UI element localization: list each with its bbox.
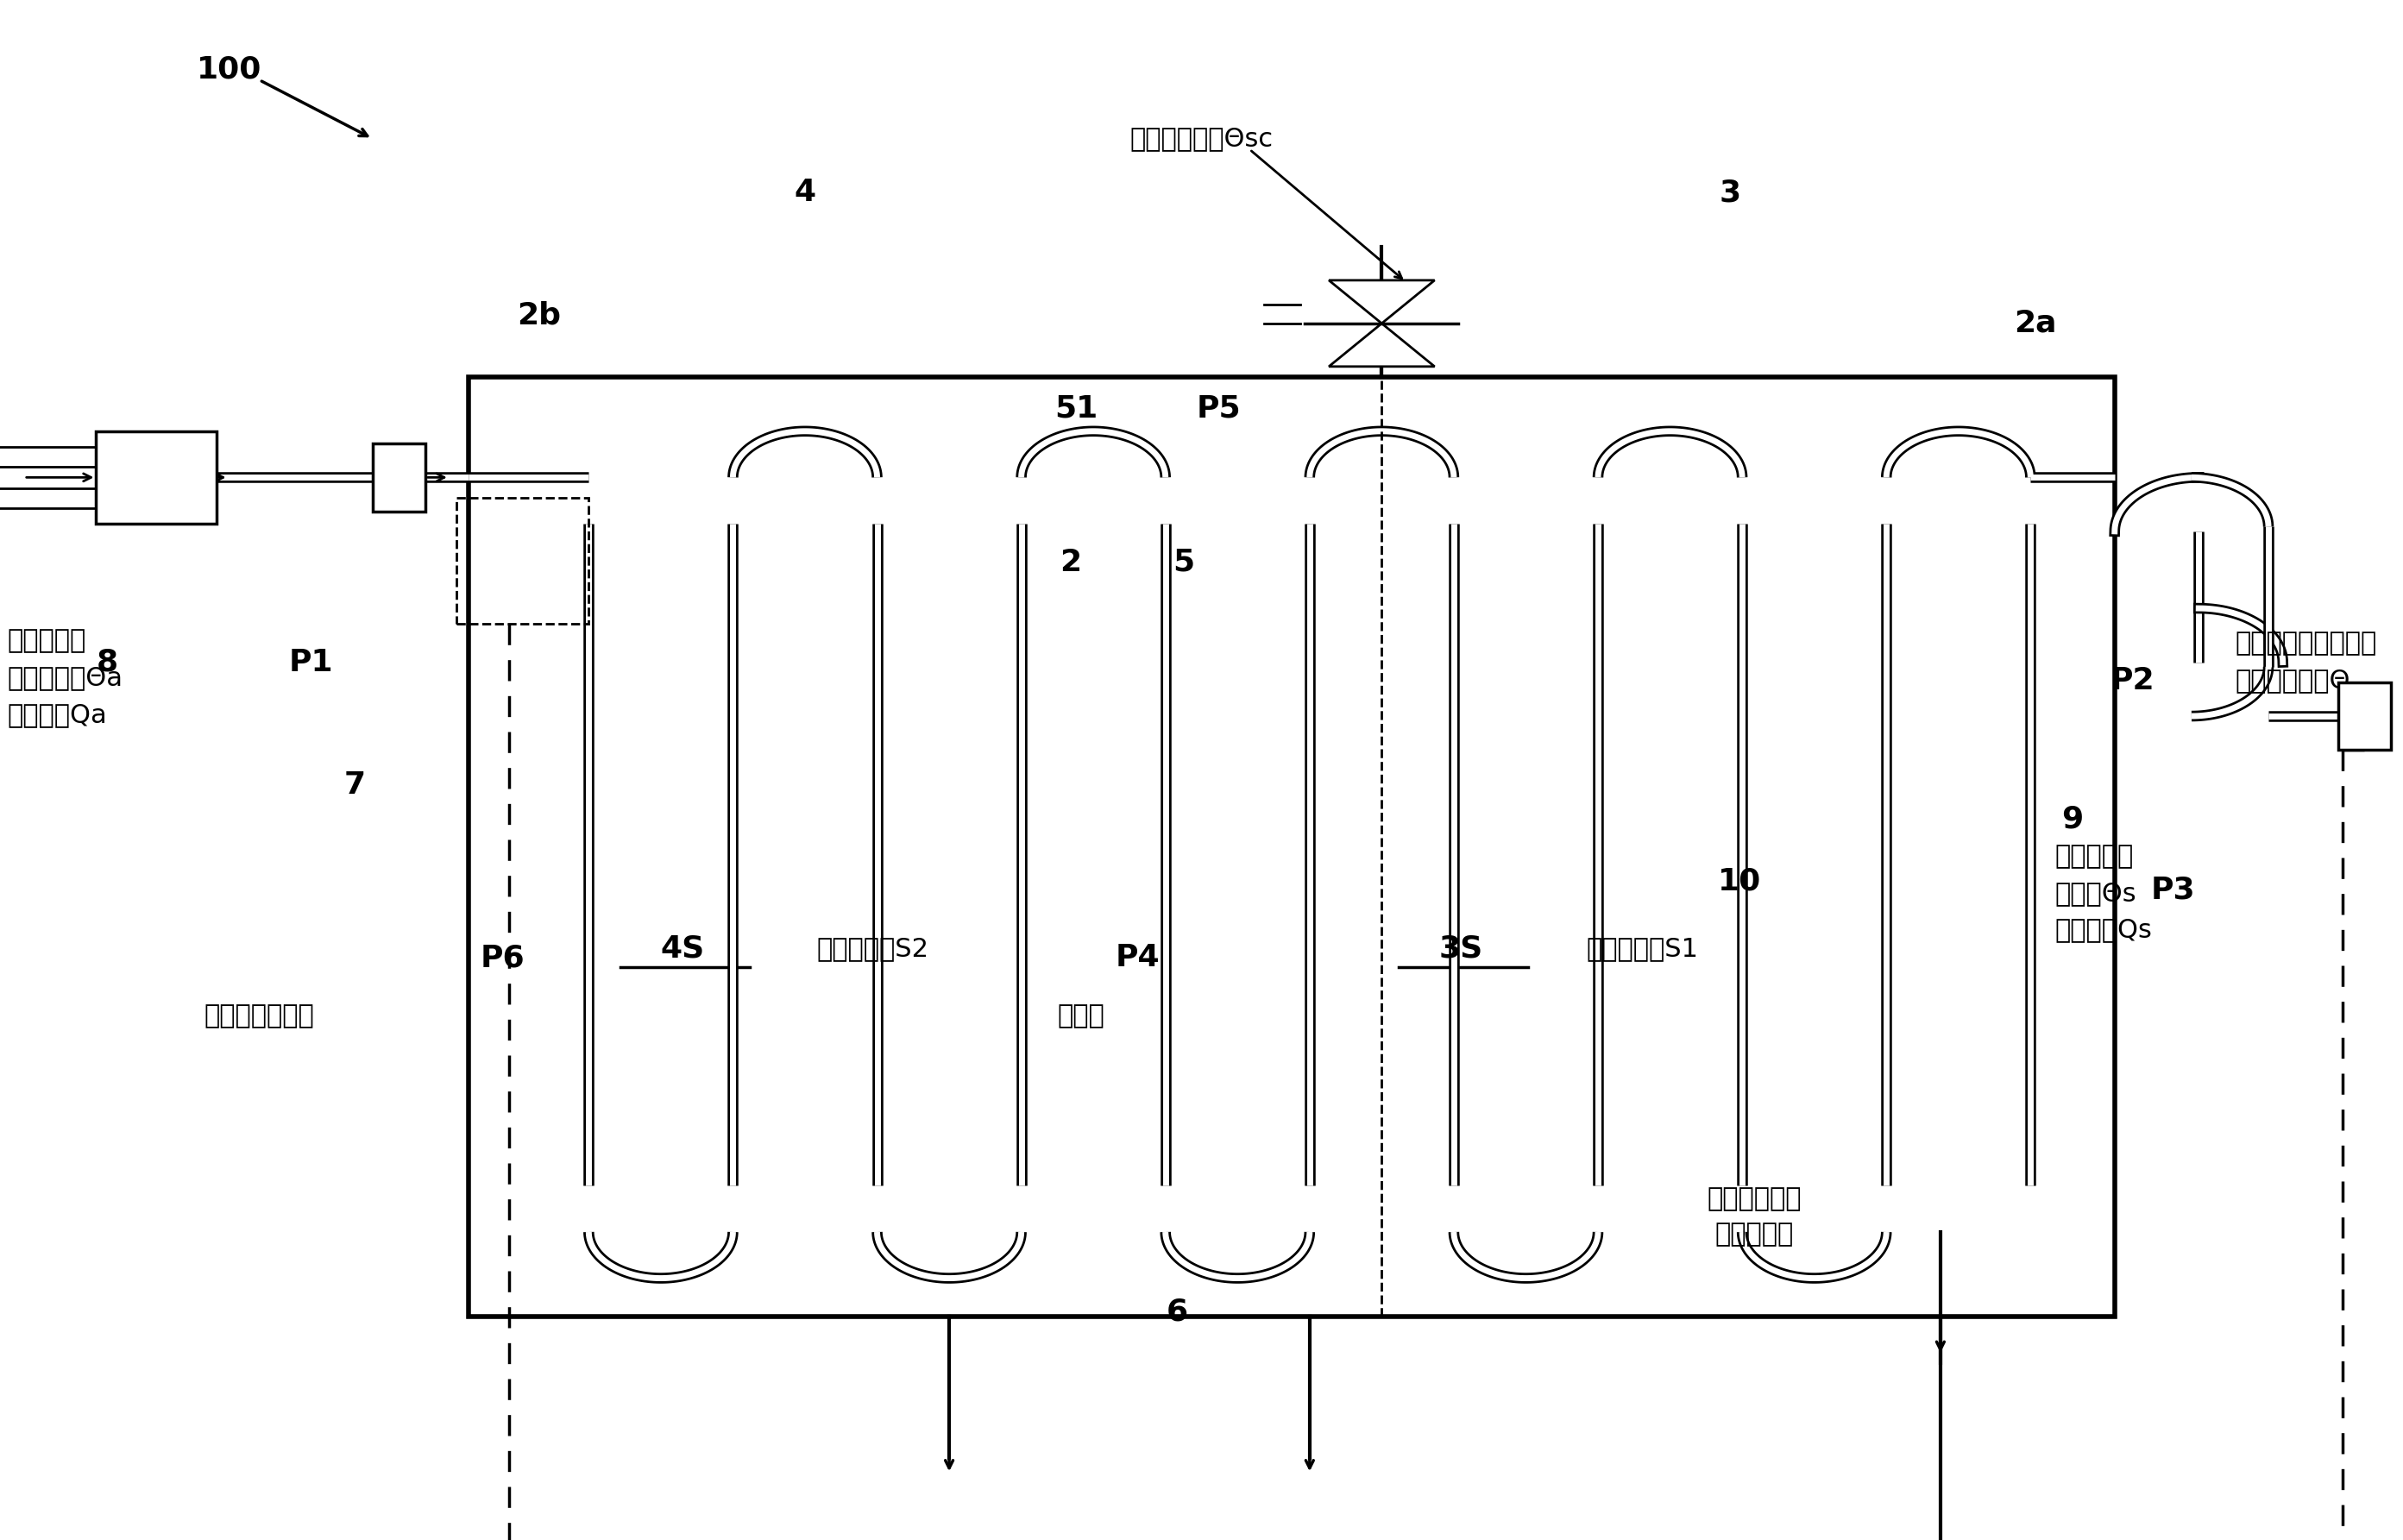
- Text: 7: 7: [344, 770, 365, 801]
- Text: 6: 6: [1165, 1297, 1189, 1327]
- Text: 冷凝水: 冷凝水: [1057, 1004, 1105, 1029]
- Text: P1: P1: [288, 647, 334, 678]
- Text: 51: 51: [1055, 393, 1098, 424]
- Text: 5: 5: [1173, 547, 1194, 578]
- Bar: [469, 377, 2115, 1317]
- Polygon shape: [1329, 323, 1435, 367]
- Text: P2: P2: [2110, 665, 2155, 696]
- Text: 被加热流体
流入温度：Θa
流入量：Qa: 被加热流体 流入温度：Θa 流入量：Qa: [7, 628, 123, 727]
- Text: 4: 4: [793, 177, 817, 208]
- Text: 热交换面积S2: 热交换面积S2: [817, 936, 930, 961]
- Text: 4S: 4S: [661, 933, 704, 964]
- Text: 3S: 3S: [1439, 933, 1483, 964]
- Text: 10: 10: [1718, 865, 1761, 896]
- Text: 2b: 2b: [517, 300, 560, 331]
- Text: 热交换面积S1: 热交换面积S1: [1586, 936, 1699, 961]
- Text: 2: 2: [1060, 547, 1081, 578]
- Bar: [96, 431, 216, 524]
- Text: 2a: 2a: [2014, 308, 2057, 339]
- Text: （已利用的）
过热水蒸气: （已利用的） 过热水蒸气: [1706, 1187, 1802, 1246]
- Text: 8: 8: [96, 647, 118, 678]
- Bar: [372, 444, 425, 511]
- Polygon shape: [1329, 280, 1435, 323]
- Text: 加热后的被加热流体
温度控制值：Θ: 加热后的被加热流体 温度控制值：Θ: [2235, 631, 2377, 693]
- Text: P5: P5: [1197, 393, 1242, 424]
- Bar: [2338, 682, 2391, 750]
- Text: 水蒸気・冷凝水: 水蒸気・冷凝水: [204, 1004, 315, 1029]
- Text: 3: 3: [1718, 177, 1742, 208]
- Text: 100: 100: [197, 54, 262, 85]
- Text: P3: P3: [2151, 875, 2196, 906]
- Bar: [457, 497, 589, 624]
- Text: 水蒸气温度：Θsc: 水蒸气温度：Θsc: [1129, 126, 1274, 151]
- Text: 过热水蒸气
温度：Θs
输入量：Qs: 过热水蒸气 温度：Θs 输入量：Qs: [2055, 844, 2153, 942]
- Text: P4: P4: [1115, 942, 1161, 973]
- Text: P6: P6: [481, 942, 526, 973]
- Text: 9: 9: [2062, 804, 2083, 835]
